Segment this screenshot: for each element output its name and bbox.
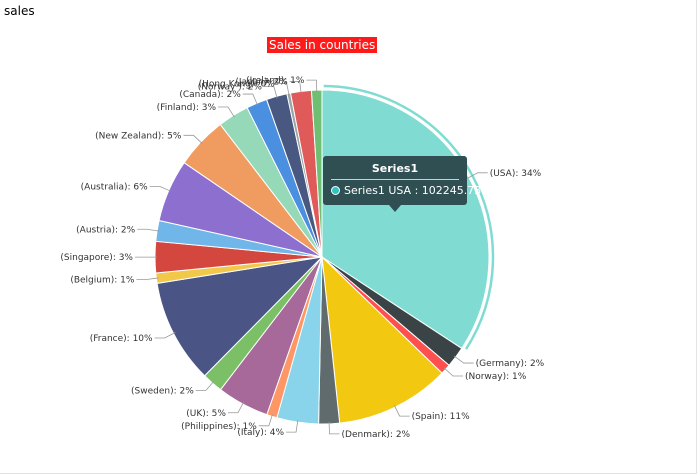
pie-label: (Singapore): 3% <box>60 253 133 263</box>
leader-line <box>276 83 290 96</box>
leader-line <box>453 355 474 364</box>
pie-label: (Italy): 4% <box>237 428 284 438</box>
pie-label: (Belgium): 1% <box>70 275 135 285</box>
series-dot-icon <box>331 186 340 195</box>
leader-line <box>149 185 171 192</box>
pie-label: (USA): 34% <box>490 169 542 179</box>
leader-line <box>195 381 214 391</box>
tooltip-title: Series1 <box>371 162 419 175</box>
leader-line <box>183 134 203 144</box>
tooltip-text: Series1 USA : 102245.73 <box>344 184 482 197</box>
pie-label: (Spain): 11% <box>412 412 471 422</box>
pie-label: (Austria): 2% <box>76 225 135 235</box>
chart-title: Sales in countries <box>267 37 378 53</box>
leader-line <box>443 367 463 377</box>
tooltip-body: Series1 USA : 102245.73 <box>323 180 481 197</box>
leader-line <box>227 402 244 414</box>
pie-label: (New Zealand): 5% <box>95 131 182 141</box>
pie-label: (France): 10% <box>90 334 153 344</box>
leader-line <box>137 228 160 232</box>
leader-line <box>263 86 278 99</box>
leader-line <box>258 414 273 427</box>
leader-line <box>393 405 410 417</box>
tooltip-divider <box>331 179 459 180</box>
leader-line <box>286 420 299 433</box>
pie-label: (Japan): 2% <box>235 77 288 87</box>
pie-label: (Australia): 6% <box>81 182 148 192</box>
pie-label: (Norway): 1% <box>465 372 527 382</box>
pie-label: (Philippines): 1% <box>181 422 257 432</box>
leader-line <box>289 81 302 94</box>
pie-label: (Finland): 3% <box>157 103 217 113</box>
pie-label: (Denmark): 2% <box>342 430 411 440</box>
leader-line <box>466 172 488 179</box>
pie-labels: (USA): 34% (Germany): 2% (Norway): 1% (Spai… <box>60 76 544 440</box>
chart-tooltip: Series1 Series1 USA : 102245.73 <box>323 156 481 212</box>
pie-label: (Ireland): 1% <box>246 76 305 86</box>
leader-line <box>218 106 235 118</box>
leader-line <box>242 93 258 106</box>
pie-label: (UK): 5% <box>186 409 226 419</box>
leader-line <box>136 277 159 280</box>
pie-label: (Sweden): 2% <box>131 387 194 397</box>
leader-line <box>154 332 176 339</box>
panel-title: sales <box>4 4 35 18</box>
leader-line <box>306 79 318 93</box>
pie-label: (Germany): 2% <box>476 359 545 369</box>
pie-label: (Norway ): 2% <box>198 83 263 93</box>
pie-label: (Canada): 2% <box>179 90 241 100</box>
pie-slices[interactable] <box>154 84 495 425</box>
pie-label: (Hong Kong): 0% <box>199 80 276 90</box>
leader-line <box>328 421 340 435</box>
